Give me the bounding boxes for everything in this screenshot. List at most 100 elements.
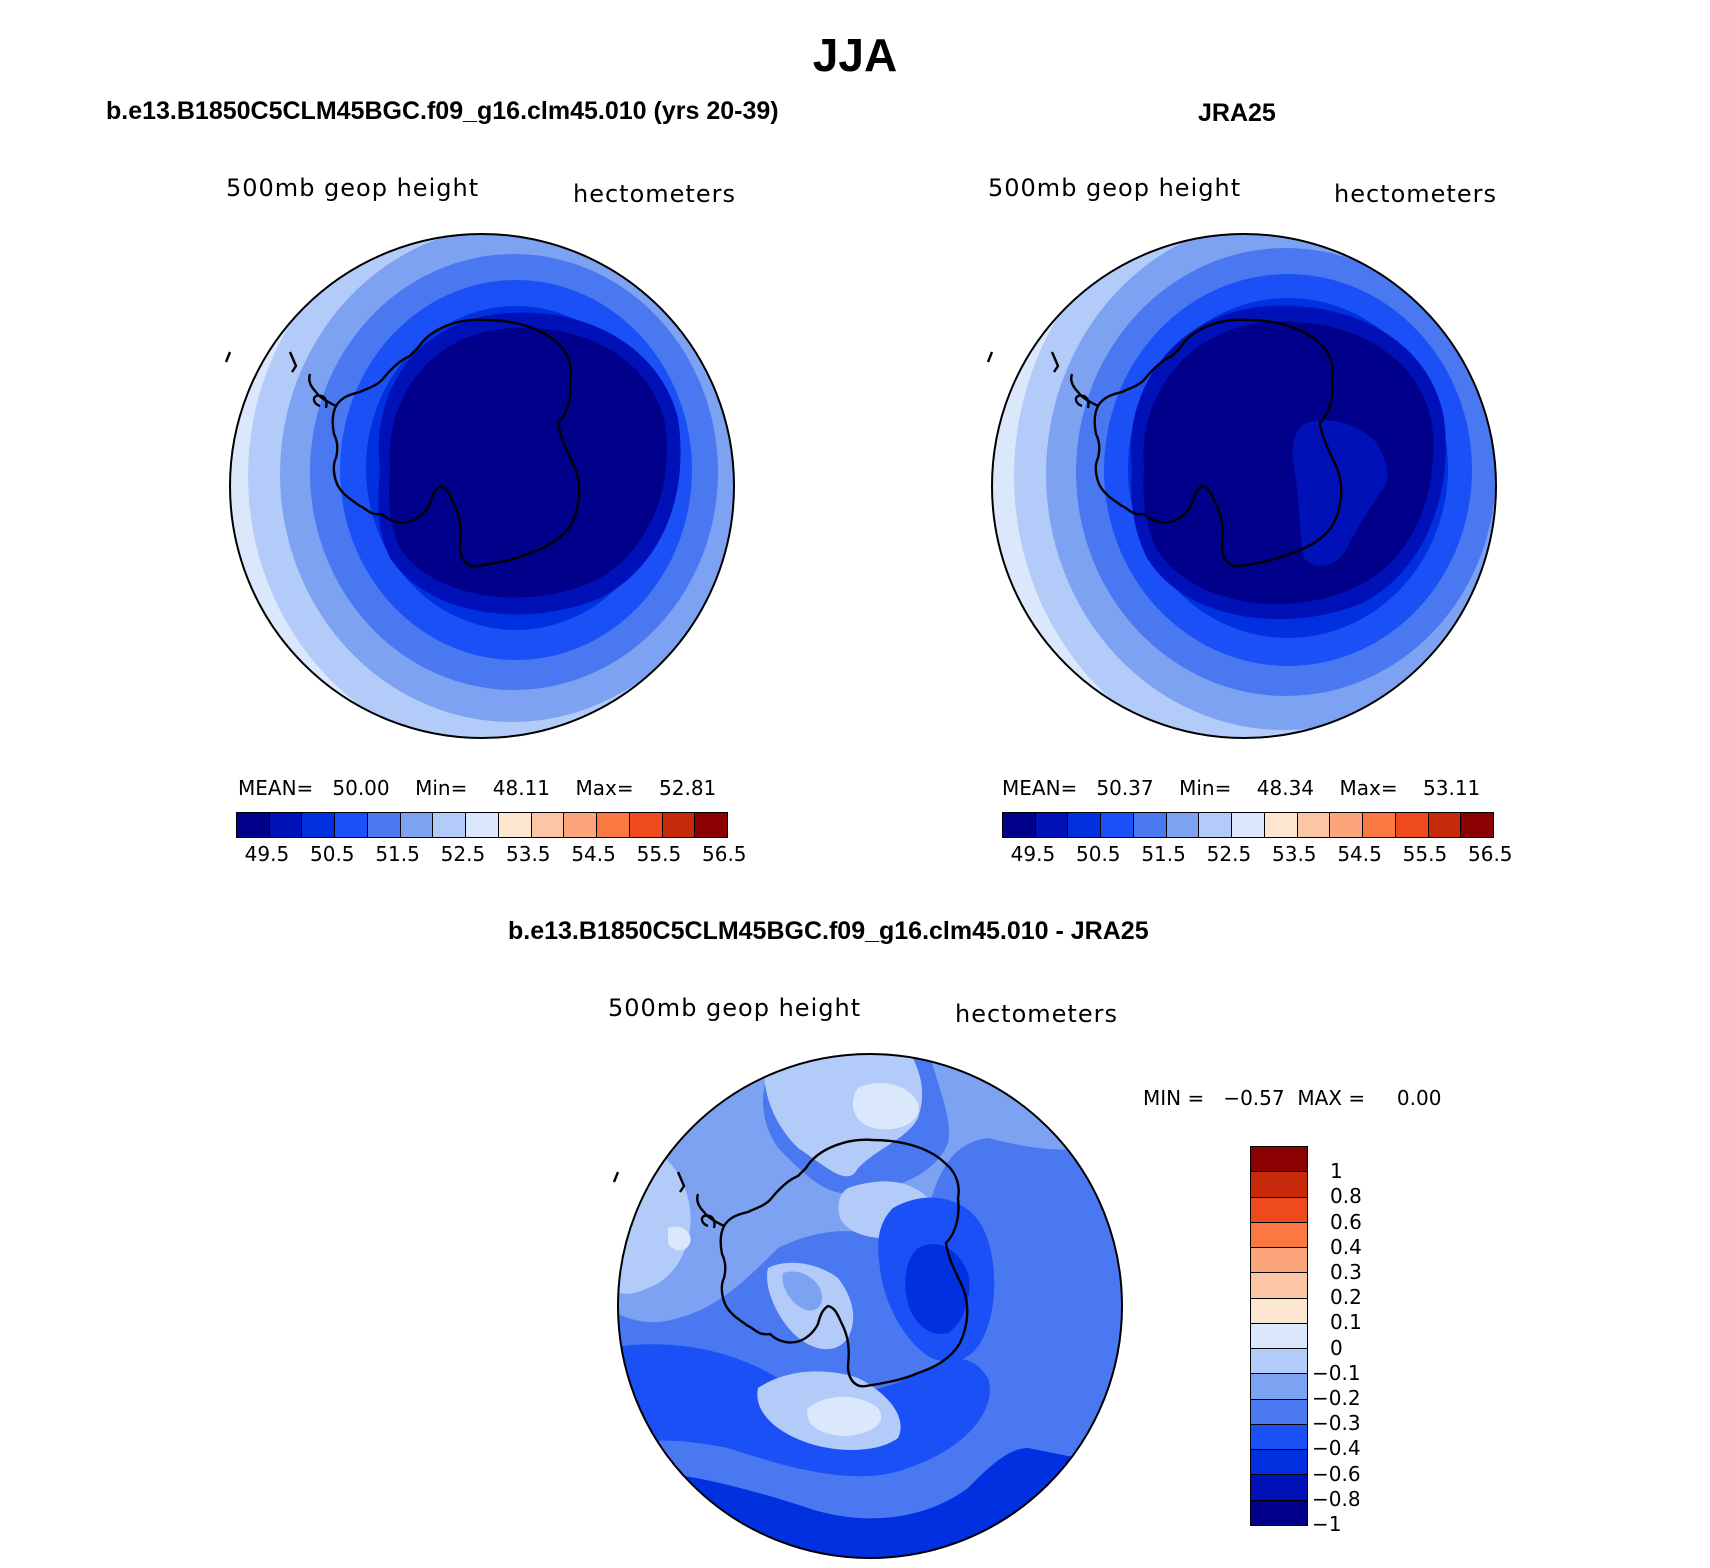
obs-colorbar-swatch bbox=[1166, 813, 1200, 837]
model-colorbar-tick-label: 53.5 bbox=[506, 842, 551, 866]
difference-min-label: MIN = bbox=[1143, 1086, 1205, 1110]
model-colorbar-swatch bbox=[564, 813, 598, 837]
obs-colorbar-tick-label: 51.5 bbox=[1141, 842, 1186, 866]
model-min-value: 48.11 bbox=[492, 776, 551, 800]
model-colorbar-tick-label: 52.5 bbox=[440, 842, 486, 866]
difference-colorbar-tick-label: 0.6 bbox=[1330, 1209, 1362, 1234]
obs-colorbar-tick-label: 54.5 bbox=[1337, 842, 1382, 866]
model-colorbar-tick-label: 56.5 bbox=[702, 842, 747, 866]
model-colorbar-swatch bbox=[302, 813, 336, 837]
model-colorbar-swatch bbox=[629, 813, 663, 837]
model-stats: MEAN= 50.00 Min= 48.11 Max= 52.81 bbox=[238, 776, 716, 800]
obs-colorbar-swatch bbox=[1133, 813, 1167, 837]
difference-colorbar-swatch bbox=[1251, 1222, 1307, 1249]
difference-colorbar-swatch bbox=[1251, 1147, 1307, 1173]
model-colorbar bbox=[236, 812, 728, 838]
model-mean-value: 50.00 bbox=[332, 776, 390, 800]
model-min-label: Min= bbox=[415, 776, 468, 800]
obs-stats: MEAN= 50.37 Min= 48.34 Max= 53.11 bbox=[1002, 776, 1480, 800]
obs-variable-label: 500mb geop height bbox=[988, 174, 1242, 202]
model-colorbar-swatch bbox=[466, 813, 499, 837]
difference-colorbar-tick-label: −0.4 bbox=[1312, 1436, 1361, 1461]
obs-colorbar-ticks: 49.5 50.5 51.5 52.5 53.5 54.5 55.5 56.5 bbox=[1002, 842, 1513, 866]
difference-colorbar-tick-label: 0.2 bbox=[1330, 1285, 1362, 1310]
difference-colorbar-swatch bbox=[1251, 1424, 1307, 1451]
obs-colorbar-tick-label: 52.5 bbox=[1206, 842, 1252, 866]
difference-colorbar-tick-label: 0.4 bbox=[1330, 1234, 1362, 1259]
model-colorbar-tick-label: 50.5 bbox=[310, 842, 355, 866]
difference-max-value: 0.00 bbox=[1396, 1086, 1442, 1110]
difference-colorbar-tick-label: 0 bbox=[1330, 1335, 1343, 1360]
obs-colorbar-swatch bbox=[1461, 813, 1494, 837]
difference-colorbar-tick-label: −0.3 bbox=[1312, 1411, 1361, 1436]
obs-colorbar-tick-label: 53.5 bbox=[1272, 842, 1317, 866]
difference-min-value: −0.57 bbox=[1223, 1086, 1285, 1110]
obs-colorbar-swatch bbox=[1101, 813, 1134, 837]
obs-max-value: 53.11 bbox=[1423, 776, 1481, 800]
model-colorbar-swatch bbox=[662, 813, 696, 837]
difference-colorbar-tick-label: −0.6 bbox=[1312, 1461, 1361, 1486]
obs-colorbar-swatch bbox=[1363, 813, 1396, 837]
model-variable-label: 500mb geop height bbox=[226, 174, 480, 202]
difference-colorbar-tick-label: 1 bbox=[1330, 1159, 1343, 1184]
obs-colorbar-swatch bbox=[1330, 813, 1364, 837]
obs-colorbar-tick-label: 49.5 bbox=[1010, 842, 1056, 866]
difference-colorbar-swatch bbox=[1251, 1197, 1307, 1223]
model-colorbar-swatch bbox=[433, 813, 467, 837]
difference-colorbar-swatch bbox=[1251, 1374, 1307, 1400]
model-polar-map bbox=[224, 233, 735, 739]
difference-units-label: hectometers bbox=[955, 1000, 1118, 1028]
difference-colorbar-tick-label: −0.8 bbox=[1312, 1486, 1361, 1511]
difference-colorbar-tick-label: −0.2 bbox=[1312, 1386, 1361, 1410]
obs-colorbar-swatch bbox=[1232, 813, 1265, 837]
obs-mean-label: MEAN= bbox=[1002, 776, 1078, 800]
difference-variable-label: 500mb geop height bbox=[608, 994, 862, 1022]
difference-colorbar-swatch bbox=[1251, 1399, 1307, 1425]
difference-colorbar-swatch bbox=[1251, 1172, 1307, 1198]
difference-colorbar-ticks: 1 0.8 0.6 0.4 0.3 0.2 0.1 0 −0.1 −0.2 −0.3 −0.4 −0.6… bbox=[1312, 1146, 1392, 1536]
model-colorbar-swatch bbox=[269, 813, 303, 837]
model-colorbar-swatch bbox=[531, 813, 565, 837]
model-colorbar-tick-label: 54.5 bbox=[571, 842, 616, 866]
model-mean-label: MEAN= bbox=[238, 776, 314, 800]
difference-colorbar-swatch bbox=[1251, 1349, 1307, 1375]
obs-colorbar-swatch bbox=[1428, 813, 1462, 837]
model-colorbar-swatch bbox=[237, 813, 270, 837]
obs-polar-map bbox=[986, 233, 1497, 739]
model-colorbar-swatch bbox=[335, 813, 368, 837]
difference-colorbar-swatch bbox=[1251, 1475, 1307, 1501]
difference-colorbar-swatch bbox=[1251, 1450, 1307, 1476]
figure-title: JJA bbox=[812, 29, 898, 81]
difference-colorbar bbox=[1250, 1146, 1308, 1526]
obs-colorbar-swatch bbox=[1297, 813, 1331, 837]
model-colorbar-tick-label: 49.5 bbox=[244, 842, 290, 866]
difference-polar-map bbox=[612, 1053, 1123, 1559]
model-units-label: hectometers bbox=[573, 180, 736, 208]
difference-colorbar-swatch bbox=[1251, 1273, 1307, 1299]
obs-min-label: Min= bbox=[1179, 776, 1232, 800]
difference-colorbar-swatch bbox=[1251, 1248, 1307, 1274]
obs-min-value: 48.34 bbox=[1256, 776, 1315, 800]
difference-colorbar-tick-label: 0.3 bbox=[1330, 1260, 1362, 1284]
obs-panel-title: JRA25 bbox=[1198, 99, 1276, 127]
obs-colorbar-swatch bbox=[1264, 813, 1298, 837]
difference-colorbar-tick-label: 0.1 bbox=[1330, 1310, 1362, 1335]
obs-colorbar-swatch bbox=[1395, 813, 1429, 837]
obs-colorbar-swatch bbox=[1035, 813, 1069, 837]
difference-panel-title: b.e13.B1850C5CLM45BGC.f09_g16.clm45.010 … bbox=[508, 917, 1149, 945]
model-max-value: 52.81 bbox=[659, 776, 717, 800]
difference-stats: MIN = −0.57 MAX = 0.00 bbox=[1143, 1086, 1441, 1110]
model-colorbar-swatch bbox=[695, 813, 728, 837]
obs-colorbar-swatch bbox=[1068, 813, 1102, 837]
obs-colorbar-swatch bbox=[1003, 813, 1036, 837]
model-colorbar-swatch bbox=[597, 813, 630, 837]
obs-colorbar-tick-label: 56.5 bbox=[1468, 842, 1513, 866]
obs-units-label: hectometers bbox=[1334, 180, 1497, 208]
model-colorbar-ticks: 49.5 50.5 51.5 52.5 53.5 54.5 55.5 56.5 bbox=[236, 842, 747, 866]
obs-colorbar bbox=[1002, 812, 1494, 838]
obs-max-label: Max= bbox=[1339, 776, 1398, 800]
difference-colorbar-tick-label: −0.1 bbox=[1312, 1360, 1361, 1385]
difference-colorbar-swatch bbox=[1251, 1323, 1307, 1350]
difference-colorbar-tick-label: 0.8 bbox=[1330, 1184, 1362, 1209]
model-colorbar-tick-label: 51.5 bbox=[375, 842, 420, 866]
